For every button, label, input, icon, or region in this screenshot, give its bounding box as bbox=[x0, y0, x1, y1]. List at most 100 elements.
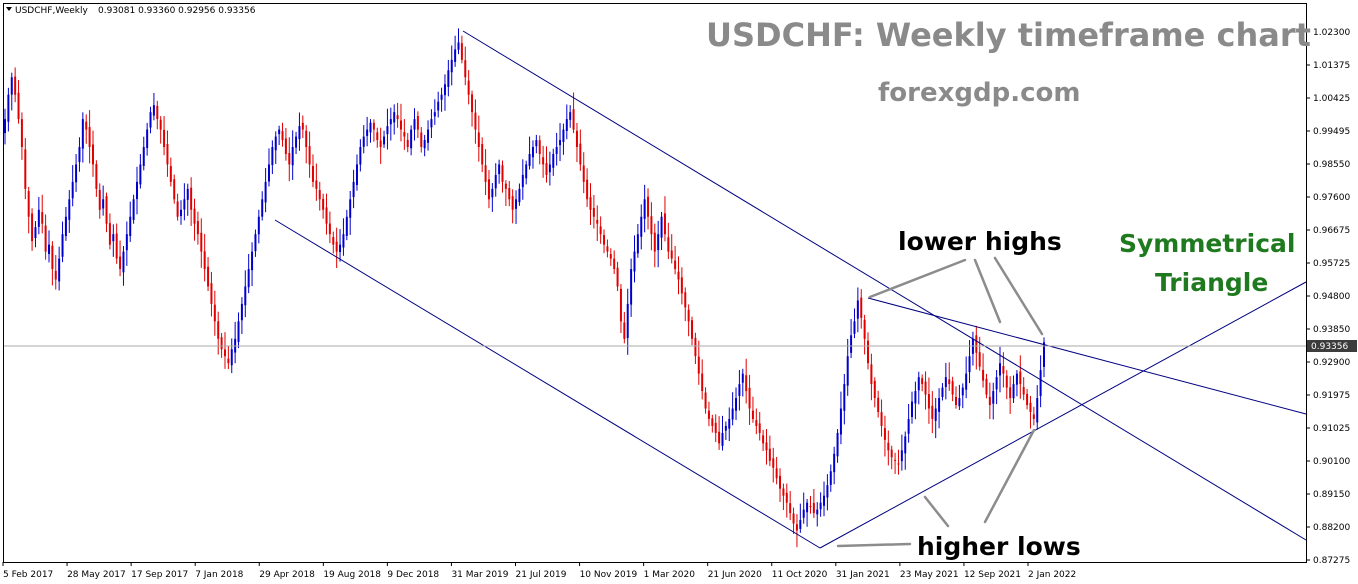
candle-body bbox=[691, 320, 694, 339]
candle-body bbox=[1022, 387, 1025, 395]
candle-body bbox=[880, 412, 883, 426]
candle-body bbox=[606, 246, 609, 252]
y-tick-label: 0.91025 bbox=[1313, 424, 1350, 434]
candle-body bbox=[95, 164, 98, 189]
candle-body bbox=[569, 112, 572, 120]
candle-body bbox=[264, 181, 267, 203]
candle-body bbox=[298, 126, 301, 140]
candle-body bbox=[135, 181, 138, 200]
candle-body bbox=[677, 271, 680, 280]
candle-body bbox=[626, 303, 629, 339]
candle-body bbox=[731, 408, 734, 420]
candle-body bbox=[471, 94, 474, 113]
candle-body bbox=[515, 199, 518, 209]
candle-body bbox=[636, 234, 639, 254]
candle-body bbox=[643, 199, 646, 219]
candle-body bbox=[437, 101, 440, 111]
candle-body bbox=[1019, 371, 1022, 385]
chart-title: USDCHF: Weekly timeframe chart bbox=[706, 16, 1311, 54]
current-price-tag bbox=[1307, 340, 1357, 352]
candle-body bbox=[870, 364, 873, 385]
candle-body bbox=[498, 164, 501, 174]
candle-body bbox=[860, 297, 863, 318]
candle-body bbox=[552, 153, 555, 168]
candle-body bbox=[399, 120, 402, 130]
candle-body bbox=[565, 119, 568, 131]
candle-body bbox=[1009, 387, 1012, 399]
candle-body bbox=[159, 119, 162, 130]
candle-body bbox=[119, 256, 122, 270]
candle-body bbox=[758, 423, 761, 433]
dropdown-arrow-icon[interactable] bbox=[6, 7, 12, 11]
candle-body bbox=[1032, 414, 1035, 419]
x-tick-label: 21 Jun 2020 bbox=[708, 570, 762, 580]
candle-body bbox=[81, 119, 84, 149]
candle-body bbox=[190, 187, 193, 210]
candle-body bbox=[826, 485, 829, 498]
x-tick-label: 21 Jul 2019 bbox=[516, 570, 567, 580]
candle-body bbox=[721, 432, 724, 446]
candle-body bbox=[833, 453, 836, 473]
x-tick-label: 28 May 2017 bbox=[67, 570, 126, 580]
candle-body bbox=[948, 379, 951, 385]
candle-body bbox=[992, 391, 995, 404]
candle-body bbox=[305, 130, 308, 148]
candle-body bbox=[75, 164, 78, 183]
candle-body bbox=[582, 165, 585, 182]
candle-body bbox=[657, 234, 660, 251]
candle-body bbox=[4, 119, 6, 134]
y-tick-label: 0.99495 bbox=[1313, 127, 1350, 137]
candle-body bbox=[802, 509, 805, 518]
y-tick-label: 1.02300 bbox=[1313, 28, 1350, 38]
candle-body bbox=[176, 201, 179, 217]
candle-body bbox=[965, 373, 968, 390]
candle-body bbox=[745, 375, 748, 392]
candle-body bbox=[328, 223, 331, 235]
candle-body bbox=[251, 251, 254, 271]
pointer-lines bbox=[836, 256, 1044, 548]
candle-body bbox=[98, 189, 101, 210]
candle-body bbox=[968, 356, 971, 373]
candle-body bbox=[416, 116, 419, 130]
candle-body bbox=[132, 199, 135, 220]
candle-body bbox=[782, 488, 785, 496]
candle-body bbox=[389, 119, 392, 125]
candle-body bbox=[921, 378, 924, 385]
candle-body bbox=[904, 436, 907, 454]
candle-body bbox=[379, 140, 382, 148]
symbol-label: USDCHF,Weekly bbox=[15, 6, 88, 16]
candle-body bbox=[278, 129, 281, 135]
candle-body bbox=[647, 196, 650, 217]
candle-body bbox=[125, 234, 128, 251]
candle-body bbox=[281, 131, 284, 141]
candle-body bbox=[10, 77, 13, 95]
candle-body bbox=[531, 147, 534, 158]
candle-body bbox=[58, 258, 61, 282]
candle-body bbox=[44, 225, 47, 252]
candle-body bbox=[535, 140, 538, 147]
candle-body bbox=[454, 49, 457, 62]
candle-body bbox=[420, 132, 423, 148]
plot-frame bbox=[3, 3, 1307, 563]
candle-body bbox=[464, 60, 467, 78]
x-tick-label: 5 Feb 2017 bbox=[3, 570, 53, 580]
candle-body bbox=[816, 509, 819, 515]
candle-body bbox=[694, 337, 697, 357]
candle-body bbox=[173, 179, 176, 200]
candle-body bbox=[325, 207, 328, 224]
x-tick-label: 2 Jan 2022 bbox=[1028, 570, 1076, 580]
trendline bbox=[867, 297, 1307, 415]
candle-body bbox=[589, 197, 592, 210]
candle-body bbox=[779, 475, 782, 489]
candle-body bbox=[714, 422, 717, 433]
candle-body bbox=[217, 321, 220, 339]
y-tick-label: 0.95725 bbox=[1313, 259, 1350, 269]
candle-body bbox=[640, 216, 643, 237]
candle-body bbox=[393, 112, 396, 123]
candle-body bbox=[927, 394, 930, 409]
candle-body bbox=[318, 190, 321, 200]
candle-body bbox=[995, 377, 998, 390]
candle-body bbox=[823, 495, 826, 506]
candle-body bbox=[596, 219, 599, 224]
candle-body bbox=[183, 199, 186, 210]
